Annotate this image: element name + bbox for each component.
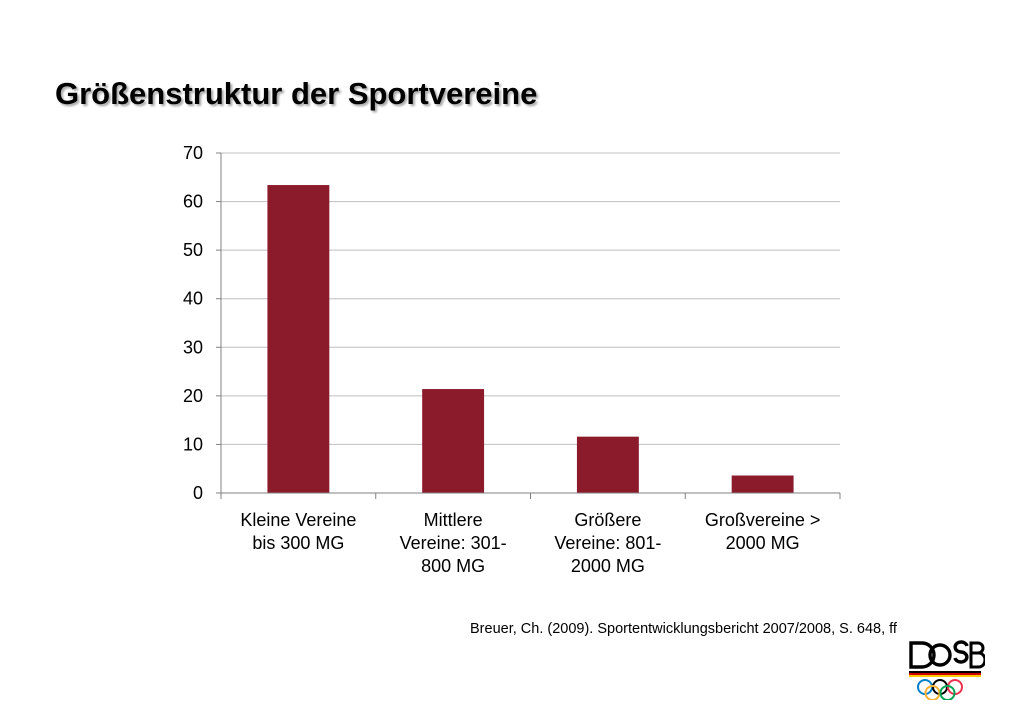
bar-chart: 0 10 20 30 40 50 60 70 Kleine Vereine bis 300 MG…	[183, 143, 841, 576]
y-tick-label: 40	[183, 289, 203, 309]
source-citation: Breuer, Ch. (2009). Sportentwicklungsber…	[470, 621, 897, 637]
x-tick-label: Größere Vereine: 801- 2000 MG	[554, 510, 661, 576]
olympic-rings	[917, 679, 963, 700]
x-tick-label-line: Mittlere	[424, 510, 483, 530]
x-tick-label-line: Großvereine >	[705, 510, 821, 530]
y-tick-label: 60	[183, 192, 203, 212]
x-tick-label: Mittlere Vereine: 301- 800 MG	[400, 510, 507, 576]
dosb-wordmark	[909, 640, 985, 669]
axes	[216, 152, 841, 499]
y-tick-label: 20	[183, 386, 203, 406]
x-tick-label-line: Vereine: 801-	[554, 533, 661, 553]
x-tick-label-line: Vereine: 301-	[400, 533, 507, 553]
x-tick-labels: Kleine Vereine bis 300 MG Mittlere Vereine:…	[240, 510, 820, 576]
bars	[267, 185, 794, 494]
bar	[731, 475, 794, 493]
y-tick-label: 10	[183, 434, 203, 454]
y-tick-label: 70	[183, 143, 203, 163]
x-tick-label-line: Kleine Vereine	[240, 510, 356, 530]
x-tick-label-line: Größere	[574, 510, 641, 530]
x-tick-label: Großvereine > 2000 MG	[705, 510, 821, 553]
y-tick-label: 30	[183, 337, 203, 357]
x-tick-label-line: 2000 MG	[726, 533, 800, 553]
slide-title: Größenstruktur der Sportvereine	[55, 76, 538, 111]
dosb-logo	[905, 640, 985, 700]
y-tick-label: 0	[193, 483, 203, 503]
y-tick-labels: 0 10 20 30 40 50 60 70	[183, 143, 203, 503]
flag-stripes	[909, 671, 981, 677]
bar	[267, 185, 330, 494]
bar	[422, 389, 485, 493]
x-tick-label-line: 2000 MG	[571, 556, 645, 576]
x-tick-label: Kleine Vereine bis 300 MG	[240, 510, 356, 553]
y-tick-label: 50	[183, 240, 203, 260]
x-tick-label-line: 800 MG	[421, 556, 485, 576]
x-tick-label-line: bis 300 MG	[252, 533, 344, 553]
bar	[576, 436, 639, 493]
